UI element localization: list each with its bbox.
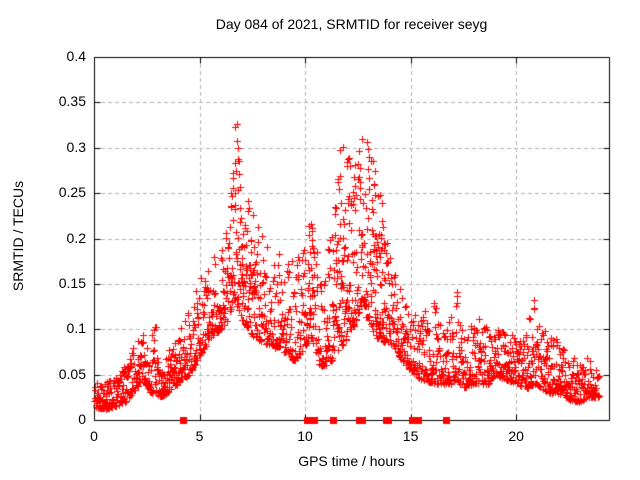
y-tick-label: 0.4: [66, 48, 86, 64]
x-tick-label: 20: [508, 428, 524, 444]
y-tick-label: 0.2: [66, 229, 86, 246]
y-tick-label: 0.15: [58, 274, 86, 291]
y-tick-label: 0: [78, 411, 86, 427]
x-axis-label: GPS time / hours: [298, 453, 405, 469]
y-axis-label: SRMTID / TECUs: [10, 180, 26, 292]
y-tick-label: 0.35: [58, 93, 86, 110]
y-tick-label: 0.25: [58, 184, 86, 201]
x-tick-label: 0: [90, 428, 98, 444]
chart-title: Day 084 of 2021, SRMTID for receiver sey…: [215, 16, 488, 32]
y-tick-label: 0.3: [66, 138, 86, 155]
y-tick-label: 0.05: [58, 365, 86, 382]
y-tick-label: 0.1: [66, 320, 86, 337]
x-tick-label: 15: [402, 428, 419, 444]
x-tick-label: 5: [195, 428, 204, 444]
x-tick-label: 10: [297, 428, 313, 444]
